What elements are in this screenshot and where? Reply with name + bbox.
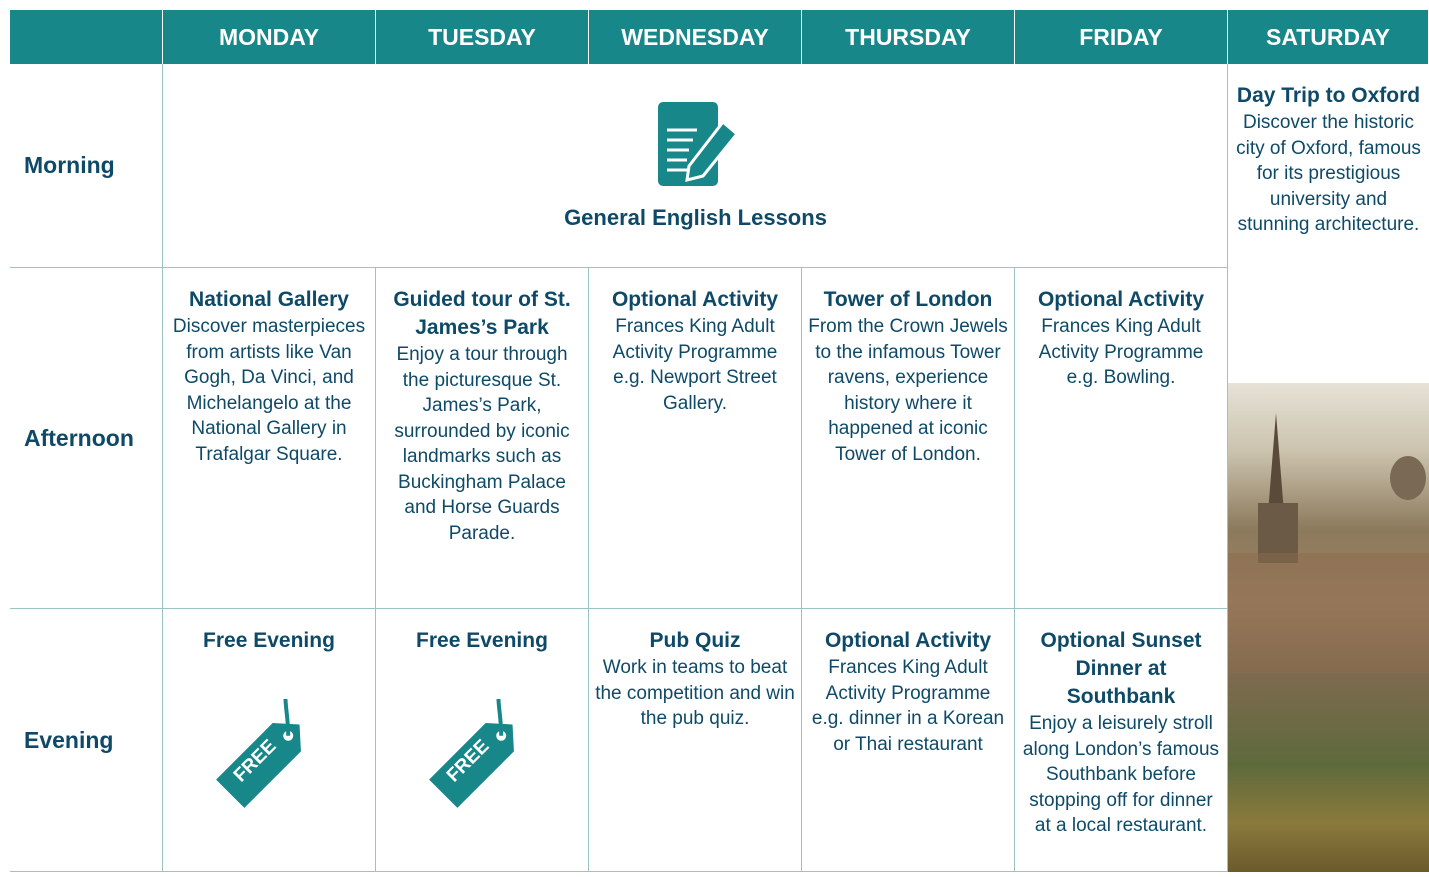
activity-title: Optional Activity	[611, 288, 779, 311]
row-label: Evening	[10, 609, 163, 872]
morning-cell: General English Lessons	[163, 64, 1228, 268]
saturday-text: Discover the historic city of Oxford, fa…	[1236, 112, 1421, 235]
activity-cell: Tower of London From the Crown Jewels to …	[802, 268, 1015, 609]
activity-title: Optional Activity	[1037, 288, 1205, 311]
day-header: FRIDAY	[1015, 10, 1228, 64]
day-header: MONDAY	[163, 10, 376, 64]
activity-title: Pub Quiz	[649, 629, 741, 652]
row-label: Morning	[10, 64, 163, 268]
activity-cell: Optional Activity Frances King Adult Acti…	[589, 268, 802, 609]
activity-title: National Gallery	[189, 288, 349, 311]
activity-cell: National Gallery Discover masterpieces fr…	[163, 268, 376, 609]
activity-title: Free Evening	[203, 629, 335, 652]
activity-text: Enjoy a leisurely stroll along London’s …	[1022, 713, 1220, 836]
day-header: WEDNESDAY	[589, 10, 802, 64]
activity-title: Free Evening	[416, 629, 548, 652]
free-tag: FREE	[429, 699, 514, 808]
activity-cell: Optional Sunset Dinner at Southbank Enjoy…	[1015, 609, 1228, 872]
oxford-photo	[1228, 383, 1429, 872]
day-header: TUESDAY	[376, 10, 589, 64]
activity-cell: Pub Quiz Work in teams to beat the compet…	[589, 609, 802, 872]
saturday-cell: Day Trip to Oxford Discover the historic…	[1228, 64, 1429, 384]
photo-skyline	[1228, 413, 1429, 673]
saturday-title: Day Trip to Oxford	[1236, 84, 1421, 107]
day-header: SATURDAY	[1228, 10, 1429, 64]
activity-title: Tower of London	[823, 288, 993, 311]
free-tag: FREE	[216, 699, 301, 808]
activity-cell: Optional Activity Frances King Adult Acti…	[802, 609, 1015, 872]
activity-cell: Free Evening FREE	[376, 609, 589, 872]
activity-text: From the Crown Jewels to the infamous To…	[808, 316, 1008, 465]
activity-text: Discover masterpieces from artists like …	[172, 316, 366, 465]
activity-cell: Free Evening FREE	[163, 609, 376, 872]
activity-title: Optional Activity	[824, 629, 992, 652]
activity-cell: Optional Activity Frances King Adult Acti…	[1015, 268, 1228, 609]
activity-text: Frances King Adult Activity Programme e.…	[1038, 316, 1204, 388]
lesson-icon	[658, 102, 740, 186]
activity-text: Work in teams to beat the competition an…	[595, 657, 795, 729]
header-corner	[10, 10, 163, 64]
activity-title: Optional Sunset Dinner at Southbank	[1040, 629, 1202, 708]
activity-cell: Guided tour of St. James’s Park Enjoy a t…	[376, 268, 589, 609]
activity-text: Enjoy a tour through the picturesque St.…	[394, 344, 570, 544]
row-label: Afternoon	[10, 268, 163, 609]
activity-title: Guided tour of St. James’s Park	[393, 288, 571, 339]
day-header: THURSDAY	[802, 10, 1015, 64]
activity-text: Frances King Adult Activity Programme e.…	[612, 316, 778, 414]
activity-text: Frances King Adult Activity Programme e.…	[811, 657, 1005, 755]
lesson-title: General English Lessons	[564, 205, 827, 230]
